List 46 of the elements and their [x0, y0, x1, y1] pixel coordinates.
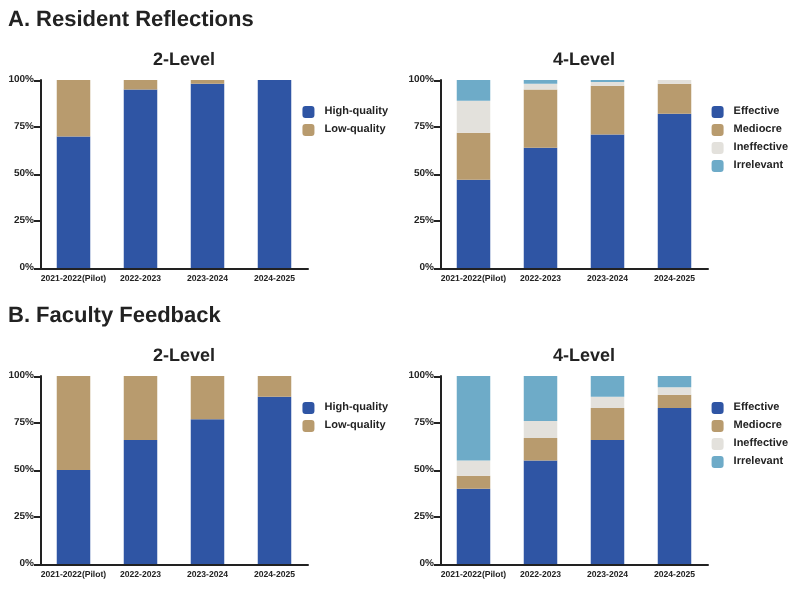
bar: [456, 179, 491, 268]
bar: [657, 376, 692, 388]
bar: [657, 394, 692, 408]
bar: [56, 470, 91, 564]
bar: [657, 83, 692, 114]
bar: [590, 407, 625, 440]
chart-title: 2-Level: [152, 49, 216, 69]
bar: [56, 80, 91, 137]
bar: [523, 460, 558, 564]
bar: [456, 475, 491, 489]
bar: [257, 396, 292, 564]
bar: [590, 376, 625, 397]
bar: [523, 89, 558, 148]
bar: [456, 132, 491, 180]
bar: [590, 439, 625, 564]
bar: [257, 376, 292, 397]
text: B. Faculty Feedback: [8, 304, 221, 328]
bar: [590, 85, 625, 135]
bar: [523, 147, 558, 268]
bar: [523, 421, 558, 439]
bar: [657, 407, 692, 564]
bar: [257, 80, 292, 268]
bar: [123, 376, 158, 440]
chart-title: 4-Level: [552, 49, 616, 69]
chart-title: 4-Level: [552, 345, 616, 365]
bar: [456, 488, 491, 564]
bar: [190, 419, 225, 564]
bar: [190, 376, 225, 420]
bar: [56, 376, 91, 470]
bar: [456, 376, 491, 461]
bar: [590, 396, 625, 408]
chart-title: 2-Level: [152, 345, 216, 365]
bar: [590, 134, 625, 268]
bar: [657, 113, 692, 268]
bar: [523, 438, 558, 461]
bar: [123, 439, 158, 564]
bar: [456, 100, 491, 133]
bar: [123, 89, 158, 268]
bar: [56, 136, 91, 268]
bar: [190, 83, 225, 268]
bar: [657, 387, 692, 395]
text: A. Resident Reflections: [8, 8, 254, 32]
bar: [456, 460, 491, 476]
bar: [456, 80, 491, 101]
bar: [523, 376, 558, 422]
bar: [123, 80, 158, 90]
